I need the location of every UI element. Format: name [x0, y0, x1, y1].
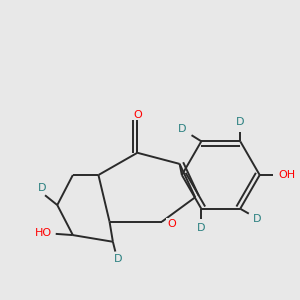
Text: D: D [197, 223, 206, 233]
Text: D: D [178, 124, 186, 134]
Text: O: O [167, 219, 176, 229]
Text: D: D [253, 214, 262, 224]
Text: OH: OH [278, 170, 295, 180]
Text: HO: HO [35, 228, 52, 238]
Text: D: D [236, 117, 244, 127]
Text: D: D [113, 254, 122, 264]
Text: D: D [38, 183, 47, 193]
Text: O: O [133, 110, 142, 119]
